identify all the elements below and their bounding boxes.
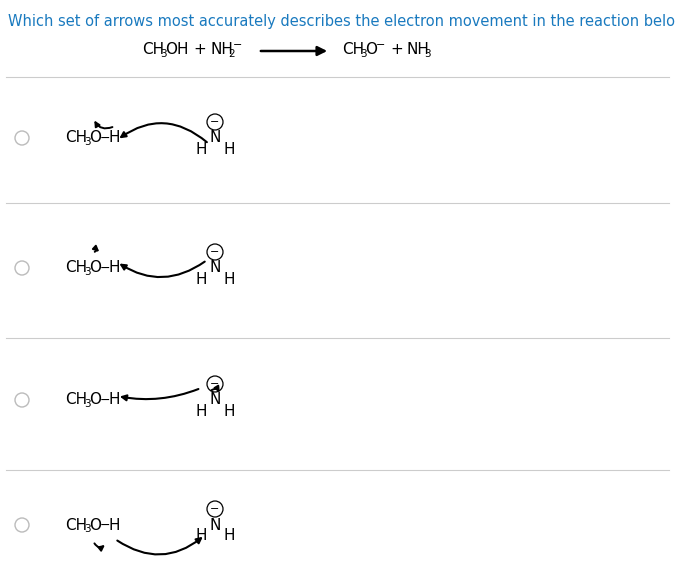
Text: O: O — [89, 261, 101, 275]
Text: −: − — [211, 504, 219, 514]
Text: NH: NH — [406, 42, 429, 58]
Text: −: − — [100, 132, 111, 144]
Text: N: N — [209, 517, 221, 533]
Text: H: H — [108, 392, 119, 407]
Text: N: N — [209, 392, 221, 407]
Text: −: − — [376, 40, 385, 50]
Text: +: + — [390, 42, 403, 58]
Text: −: − — [100, 261, 111, 275]
Text: O: O — [89, 130, 101, 146]
Text: −: − — [211, 117, 219, 127]
Text: 2: 2 — [228, 49, 235, 59]
Text: 3: 3 — [84, 267, 90, 277]
Text: H: H — [195, 403, 207, 418]
Text: +: + — [193, 42, 206, 58]
Text: H: H — [195, 528, 207, 544]
Text: CH: CH — [65, 261, 87, 275]
Text: −: − — [211, 379, 219, 389]
Text: H: H — [195, 141, 207, 157]
Text: 3: 3 — [360, 49, 367, 59]
Text: −: − — [233, 40, 242, 50]
Text: −: − — [100, 393, 111, 406]
Text: O: O — [89, 392, 101, 407]
Text: H: H — [223, 141, 235, 157]
Text: −: − — [211, 247, 219, 257]
Text: 3: 3 — [84, 524, 90, 534]
Text: H: H — [108, 261, 119, 275]
Text: H: H — [223, 528, 235, 544]
Text: NH: NH — [210, 42, 233, 58]
Text: H: H — [108, 517, 119, 533]
Text: CH: CH — [65, 130, 87, 146]
Text: CH: CH — [65, 392, 87, 407]
Text: −: − — [100, 519, 111, 531]
Text: N: N — [209, 261, 221, 275]
Text: CH: CH — [142, 42, 164, 58]
Text: H: H — [108, 130, 119, 146]
Text: H: H — [223, 403, 235, 418]
Text: N: N — [209, 130, 221, 146]
Text: O: O — [365, 42, 377, 58]
Text: H: H — [223, 271, 235, 286]
Text: 3: 3 — [160, 49, 167, 59]
Text: OH: OH — [165, 42, 188, 58]
Text: Which set of arrows most accurately describes the electron movement in the react: Which set of arrows most accurately desc… — [8, 14, 675, 29]
Text: O: O — [89, 517, 101, 533]
Text: CH: CH — [65, 517, 87, 533]
Text: H: H — [195, 271, 207, 286]
Text: 3: 3 — [424, 49, 431, 59]
Text: 3: 3 — [84, 137, 90, 147]
Text: 3: 3 — [84, 399, 90, 409]
Text: CH: CH — [342, 42, 364, 58]
